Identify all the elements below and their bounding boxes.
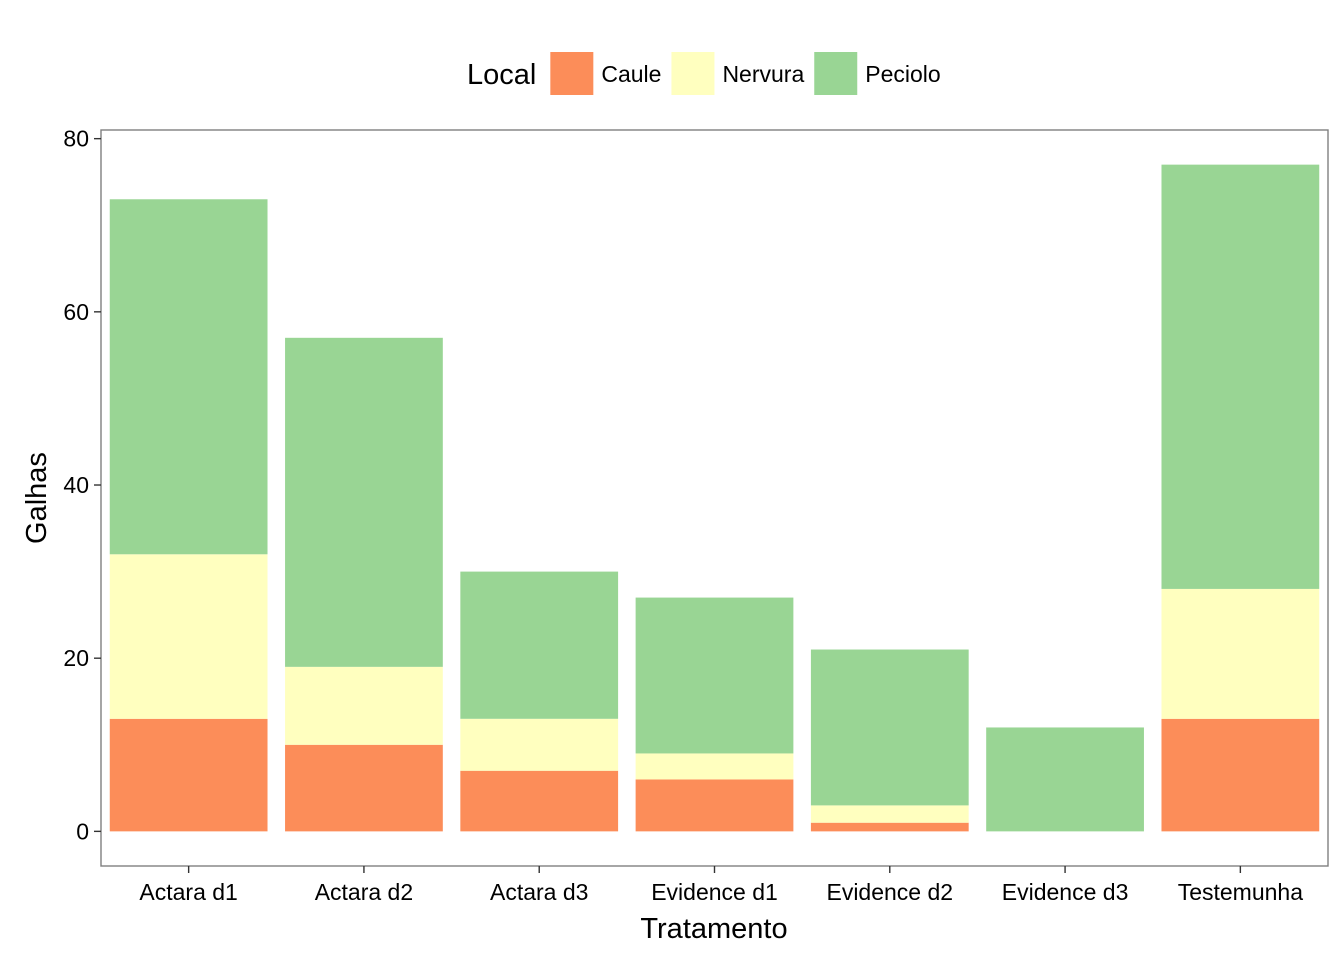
- legend: Local Caule Nervura Peciolo: [467, 52, 941, 95]
- bar-peciolo-evidence-d1: [635, 597, 794, 754]
- bar-peciolo-actara-d3: [460, 571, 619, 719]
- bar-caule-evidence-d1: [635, 779, 794, 832]
- x-axis-title: Tratamento: [640, 913, 787, 945]
- x-tick-label: Actara d3: [490, 879, 588, 905]
- x-tick-label: Evidence d1: [651, 879, 778, 905]
- y-tick-label: 40: [63, 472, 89, 498]
- x-tick-label: Actara d2: [315, 879, 413, 905]
- bar-nervura-actara-d3: [460, 718, 619, 771]
- bar-caule-actara-d1: [109, 718, 268, 832]
- x-tick-label: Testemunha: [1178, 879, 1304, 905]
- bar-nervura-actara-d1: [109, 554, 268, 719]
- y-axis-title: Galhas: [21, 452, 53, 544]
- bar-caule-testemunha: [1161, 718, 1320, 832]
- bar-peciolo-evidence-d2: [810, 649, 969, 806]
- bar-nervura-testemunha: [1161, 588, 1320, 719]
- legend-key-caule: [550, 52, 594, 95]
- x-tick-label: Evidence d3: [1002, 879, 1129, 905]
- bar-peciolo-actara-d1: [109, 199, 268, 555]
- x-tick-label: Actara d1: [139, 879, 237, 905]
- x-axis: Actara d1 Actara d2 Actara d3 Evidence d1 Ev…: [139, 866, 1303, 905]
- bar-nervura-actara-d2: [285, 666, 443, 745]
- bar-caule-actara-d2: [285, 744, 443, 832]
- legend-title: Local: [467, 59, 536, 91]
- bar-caule-evidence-d2: [810, 822, 969, 832]
- y-tick-label: 60: [63, 299, 89, 325]
- y-tick-label: 0: [76, 818, 89, 844]
- y-tick-label: 80: [63, 126, 89, 152]
- legend-label-peciolo: Peciolo: [865, 61, 940, 87]
- bar-nervura-evidence-d2: [810, 805, 969, 823]
- legend-key-peciolo: [814, 52, 858, 95]
- legend-label-nervura: Nervura: [722, 61, 804, 87]
- y-axis: 0 20 40 60 80: [63, 126, 101, 844]
- legend-key-nervura: [671, 52, 715, 95]
- bar-peciolo-evidence-d3: [986, 727, 1144, 832]
- bar-peciolo-actara-d2: [285, 337, 443, 667]
- legend-label-caule: Caule: [601, 61, 661, 87]
- x-tick-label: Evidence d2: [826, 879, 953, 905]
- y-tick-label: 20: [63, 645, 89, 671]
- bars: [109, 164, 1320, 832]
- bar-caule-actara-d3: [460, 770, 619, 832]
- bar-peciolo-testemunha: [1161, 164, 1320, 589]
- bar-nervura-evidence-d1: [635, 753, 794, 780]
